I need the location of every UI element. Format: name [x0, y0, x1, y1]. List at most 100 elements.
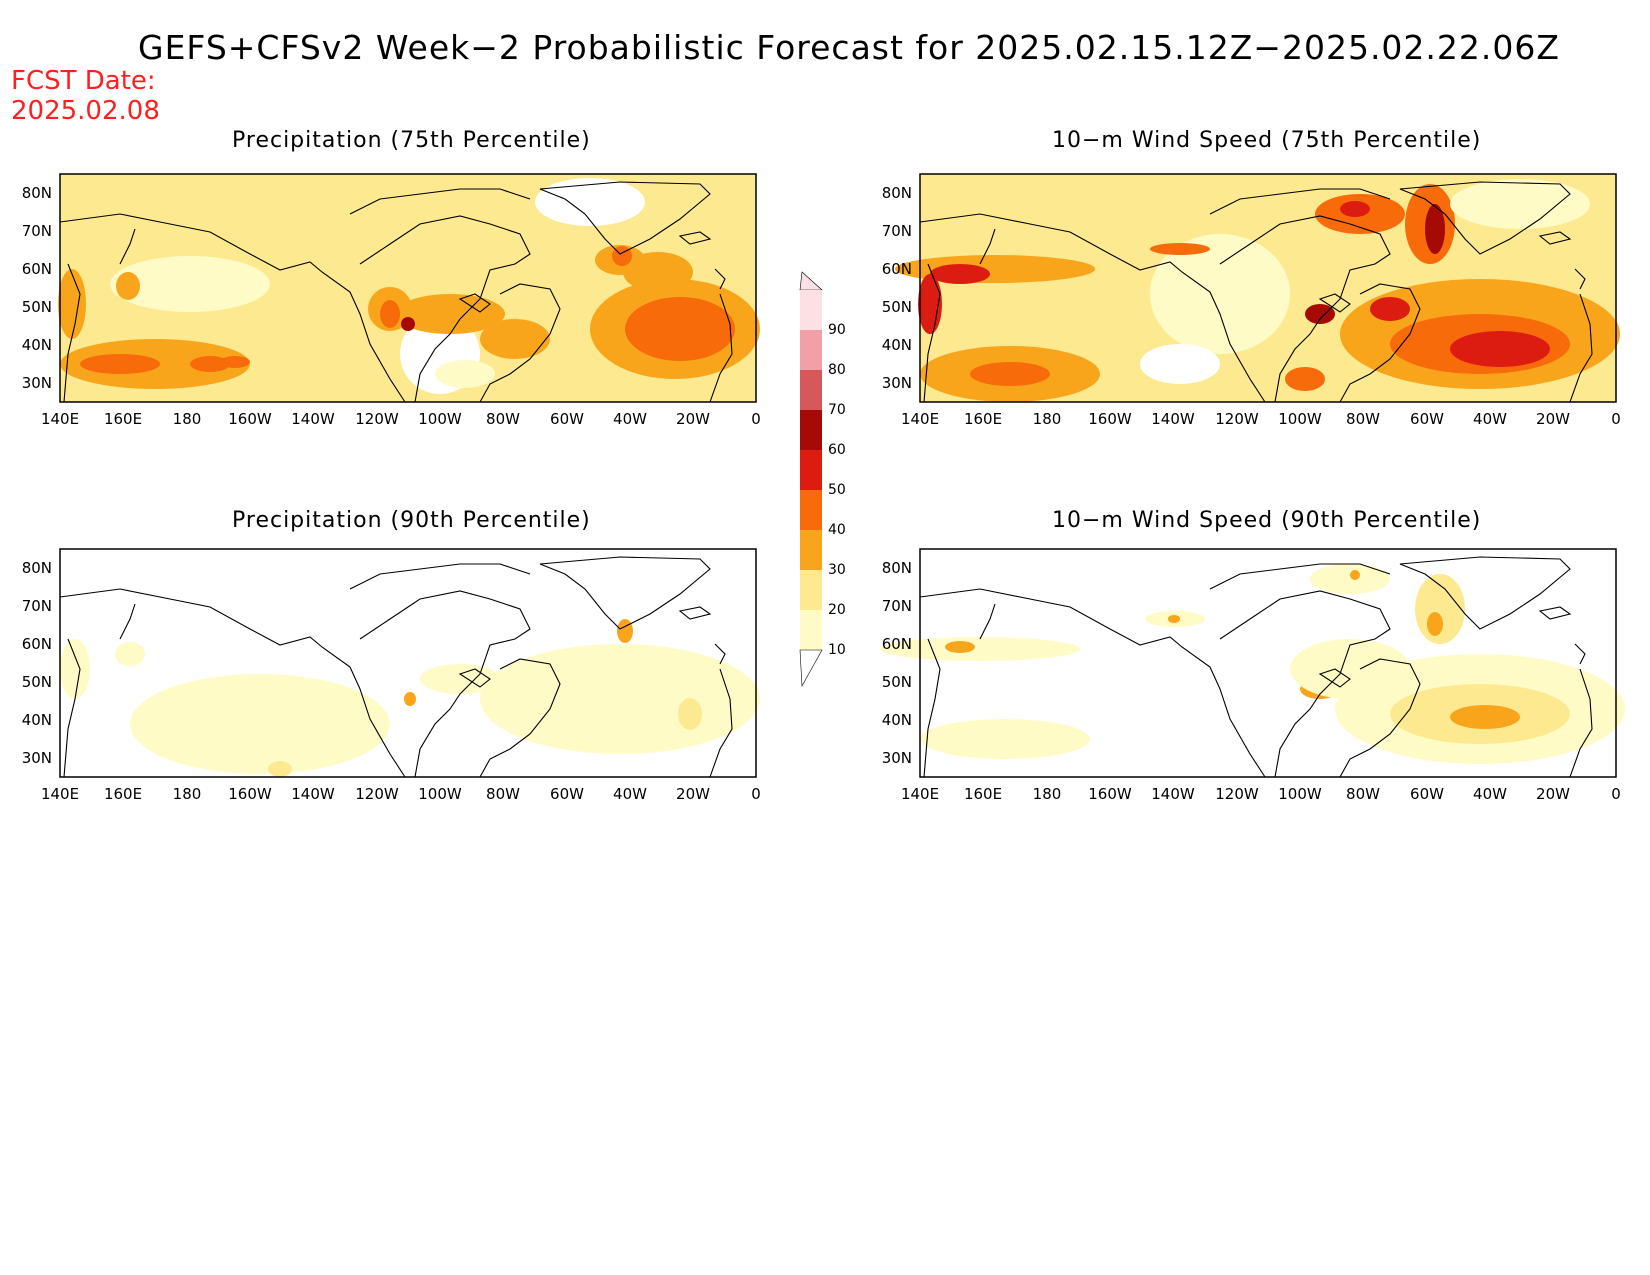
lon-tick: 60W	[550, 410, 584, 428]
lat-tick: 40N	[882, 336, 912, 354]
lon-tick: 140W	[291, 785, 335, 803]
map-wind-75: 80N 70N 60N 50N 40N 30N 140E 160E 180 16…	[882, 173, 1621, 428]
fcst-date-label: FCST Date:	[11, 66, 156, 96]
lon-tick: 20W	[1536, 410, 1570, 428]
lon-tick: 140E	[901, 410, 939, 428]
lat-tick: 40N	[22, 336, 52, 354]
lon-tick: 140W	[291, 410, 335, 428]
coastlines-precip-75	[59, 181, 733, 403]
lon-tick: 40W	[1473, 785, 1507, 803]
lat-tick: 80N	[882, 559, 912, 577]
lon-tick: 160E	[964, 410, 1002, 428]
shading-wind-90	[880, 564, 1625, 764]
colorbar-box	[800, 570, 822, 610]
map-precip-75: 80N 70N 60N 50N 40N 30N 140E 160E 180 16…	[22, 173, 761, 428]
lon-tick: 120W	[1215, 410, 1259, 428]
lon-tick: 60W	[550, 785, 584, 803]
colorbar-box	[800, 330, 822, 370]
panel-title-wind-75: 10−m Wind Speed (75th Percentile)	[1052, 128, 1482, 153]
lat-tick: 60N	[22, 635, 52, 653]
lat-tick: 30N	[22, 374, 52, 392]
lon-tick: 160E	[104, 785, 142, 803]
lon-tick: 60W	[1410, 785, 1444, 803]
main-title: GEFS+CFSv2 Week−2 Probabilistic Forecast…	[138, 28, 1560, 67]
colorbar-label: 20	[828, 602, 846, 618]
lon-tick: 180	[1033, 410, 1062, 428]
lon-tick: 140E	[41, 785, 79, 803]
shading-precip-90	[60, 619, 760, 777]
lon-tick: 80W	[486, 410, 520, 428]
lat-tick: 70N	[22, 597, 52, 615]
lat-tick: 30N	[22, 749, 52, 767]
lat-tick: 50N	[882, 673, 912, 691]
lon-tick: 0	[751, 410, 761, 428]
lat-tick: 50N	[22, 298, 52, 316]
lon-tick: 160W	[228, 410, 272, 428]
lon-tick: 80W	[1346, 410, 1380, 428]
lon-tick: 160E	[964, 785, 1002, 803]
lon-tick: 80W	[486, 785, 520, 803]
lon-tick: 20W	[676, 785, 710, 803]
lat-tick: 30N	[882, 749, 912, 767]
lon-tick: 100W	[418, 785, 462, 803]
colorbar-label: 60	[828, 442, 846, 458]
colorbar-label: 30	[828, 562, 846, 578]
fcst-date-value: 2025.02.08	[11, 96, 160, 126]
lat-tick: 50N	[22, 673, 52, 691]
colorbar-box	[800, 410, 822, 450]
colorbar-label: 90	[828, 322, 846, 338]
lat-tick: 70N	[882, 222, 912, 240]
lon-tick: 180	[1033, 785, 1062, 803]
lat-tick: 60N	[882, 260, 912, 278]
colorbar-label: 70	[828, 402, 846, 418]
lon-tick: 100W	[418, 410, 462, 428]
lat-tick: 30N	[882, 374, 912, 392]
lon-tick: 40W	[613, 410, 647, 428]
lon-tick: 20W	[1536, 785, 1570, 803]
lon-tick: 0	[1611, 785, 1621, 803]
colorbar-bottom-arrow	[799, 649, 823, 688]
colorbar-label: 80	[828, 362, 846, 378]
colorbar-box	[800, 610, 822, 650]
panel-title-wind-90: 10−m Wind Speed (90th Percentile)	[1052, 508, 1482, 533]
lat-tick: 50N	[882, 298, 912, 316]
lon-tick: 160E	[104, 410, 142, 428]
lon-tick: 120W	[1215, 785, 1259, 803]
coastlines-precip-90	[59, 556, 733, 778]
lon-tick: 20W	[676, 410, 710, 428]
lon-tick: 120W	[355, 410, 399, 428]
shading-precip-75	[58, 178, 760, 394]
colorbar-box	[800, 530, 822, 570]
colorbar-boxes	[799, 271, 823, 688]
lon-tick: 140W	[1151, 410, 1195, 428]
lon-tick: 0	[1611, 410, 1621, 428]
lat-tick: 40N	[882, 711, 912, 729]
lon-tick: 60W	[1410, 410, 1444, 428]
lon-tick: 180	[173, 785, 202, 803]
lat-tick: 70N	[22, 222, 52, 240]
panel-title-precip-75: Precipitation (75th Percentile)	[232, 128, 591, 153]
lon-tick: 100W	[1278, 410, 1322, 428]
colorbar-label: 10	[828, 642, 846, 658]
lat-tick: 80N	[22, 184, 52, 202]
lon-tick: 160W	[228, 785, 272, 803]
lat-tick: 40N	[22, 711, 52, 729]
lat-tick: 60N	[882, 635, 912, 653]
lon-tick: 160W	[1088, 785, 1132, 803]
lat-tick: 70N	[882, 597, 912, 615]
lon-tick: 140W	[1151, 785, 1195, 803]
colorbar-box	[800, 290, 822, 330]
lat-tick: 60N	[22, 260, 52, 278]
lon-tick: 140E	[41, 410, 79, 428]
lon-tick: 160W	[1088, 410, 1132, 428]
lon-tick: 120W	[355, 785, 399, 803]
panel-title-precip-90: Precipitation (90th Percentile)	[232, 508, 591, 533]
map-wind-90: 80N 70N 60N 50N 40N 30N 140E 160E 180 16…	[880, 548, 1625, 803]
lon-tick: 140E	[901, 785, 939, 803]
map-precip-90: 80N 70N 60N 50N 40N 30N 140E 160E 180 16…	[22, 548, 761, 803]
lon-tick: 0	[751, 785, 761, 803]
lon-tick: 180	[173, 410, 202, 428]
colorbar-top-arrow	[799, 271, 823, 291]
coastlines-wind-90	[919, 556, 1593, 778]
lon-tick: 40W	[613, 785, 647, 803]
